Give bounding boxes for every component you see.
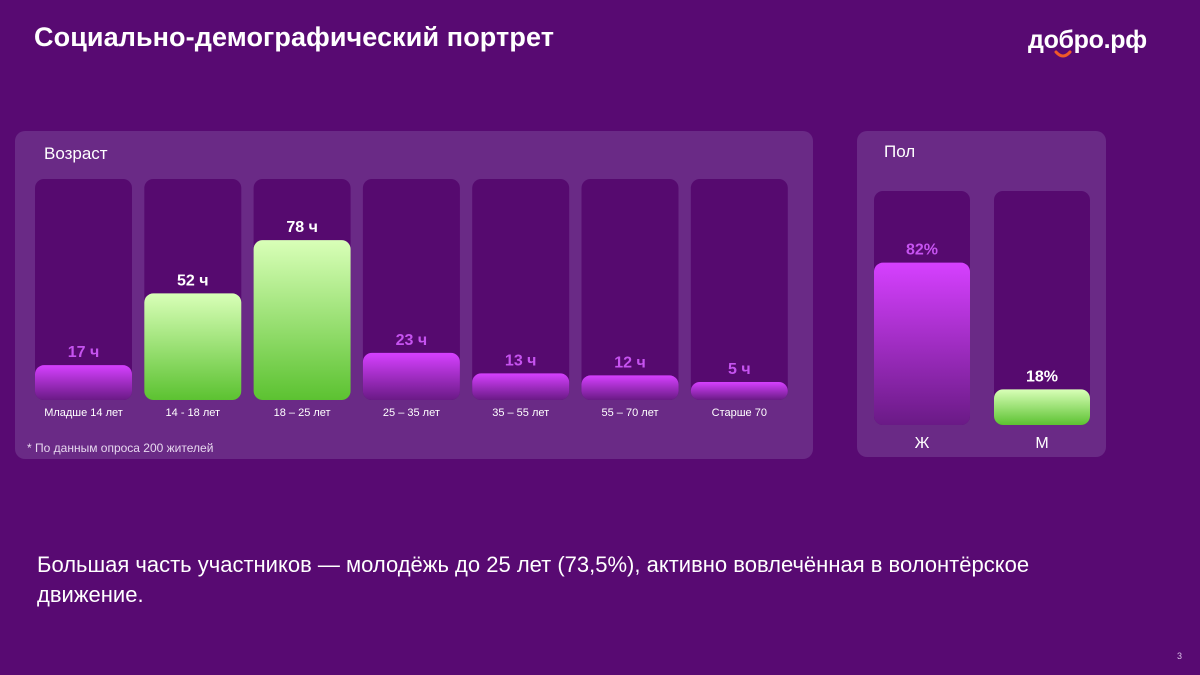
age-chart-title: Возраст	[44, 144, 108, 163]
age-category-label: Младше 14 лет	[44, 407, 123, 419]
summary-text: Большая часть участников — молодёжь до 2…	[37, 552, 1030, 607]
age-category-label: Старше 70	[712, 407, 767, 419]
age-track	[581, 179, 679, 400]
age-category-label: 55 – 70 лет	[602, 407, 659, 419]
gender-track	[994, 191, 1090, 425]
page-title: Социально-демографический портрет	[34, 22, 555, 52]
age-bar	[581, 375, 679, 400]
age-track	[35, 179, 132, 400]
age-track	[472, 179, 570, 400]
age-category-label: 35 – 55 лет	[492, 407, 549, 419]
page-number: 3	[1177, 651, 1183, 661]
logo-smile-icon	[1054, 50, 1072, 58]
age-value-label: 12 ч	[614, 354, 646, 371]
age-value-label: 5 ч	[728, 361, 751, 378]
age-value-label: 13 ч	[505, 352, 537, 369]
gender-value-label: 18%	[1026, 368, 1058, 385]
gender-value-label: 82%	[906, 242, 938, 259]
age-value-label: 17 ч	[68, 344, 100, 361]
age-bar	[690, 382, 788, 400]
age-value-label: 52 ч	[177, 272, 209, 289]
age-bar	[472, 373, 570, 400]
logo: добро.рф	[1028, 26, 1147, 54]
gender-category-label: Ж	[915, 435, 930, 452]
gender-bar	[994, 389, 1090, 425]
age-track	[362, 179, 460, 400]
age-value-label: 78 ч	[286, 219, 318, 236]
age-bar	[35, 365, 132, 400]
age-bar	[362, 352, 460, 400]
footnote: * По данным опроса 200 жителей	[27, 441, 214, 455]
age-category-label: 14 - 18 лет	[166, 407, 221, 419]
gender-chart-title: Пол	[884, 142, 916, 161]
age-value-label: 23 ч	[396, 332, 428, 349]
age-category-label: 25 – 35 лет	[383, 407, 440, 419]
age-bar	[253, 240, 351, 400]
age-bar	[144, 293, 242, 400]
gender-category-label: М	[1035, 435, 1048, 452]
age-track	[690, 179, 788, 400]
age-category-label: 18 – 25 лет	[274, 407, 331, 419]
gender-bar	[874, 262, 970, 425]
